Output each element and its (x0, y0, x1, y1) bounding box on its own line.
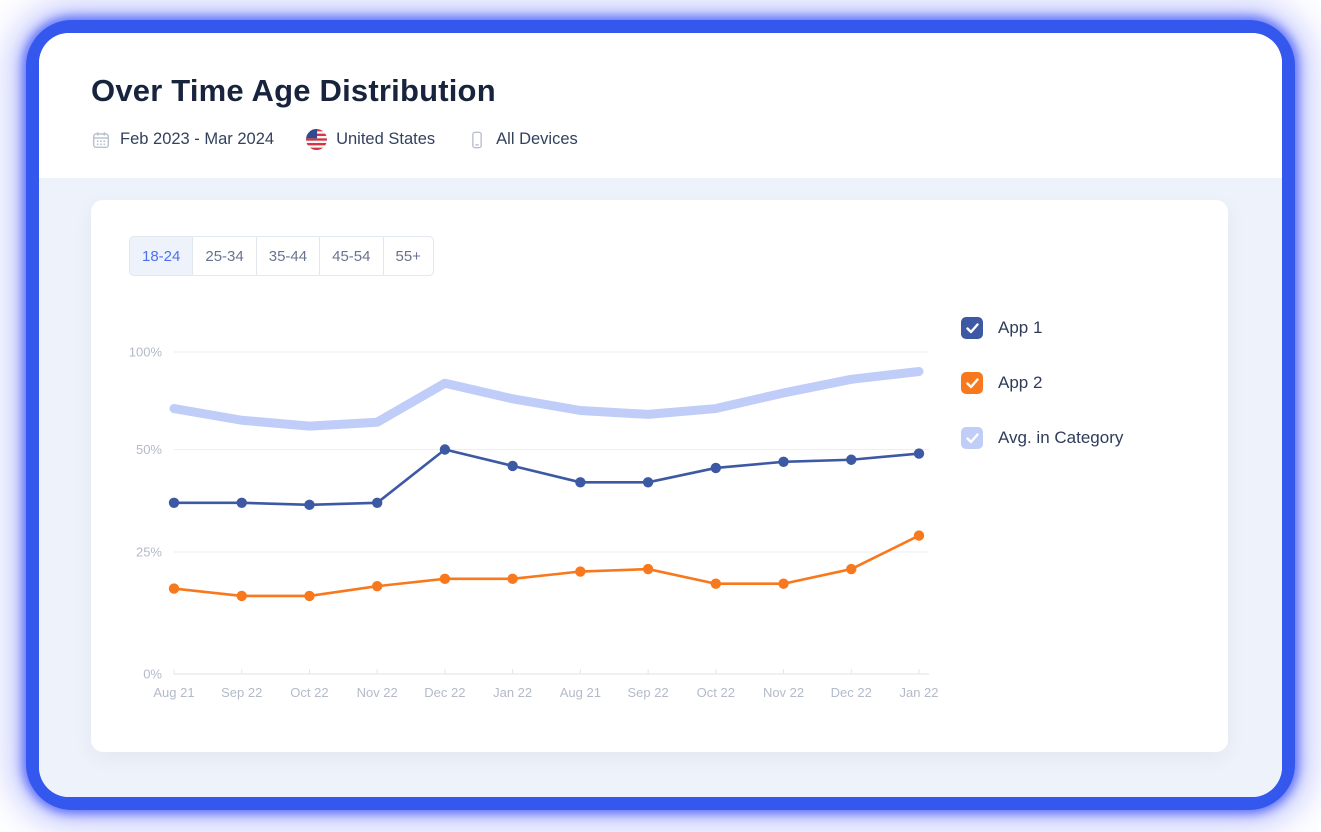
data-point-app-1-5[interactable] (507, 460, 518, 472)
checkbox-app1[interactable] (961, 317, 983, 339)
legend-item-app2[interactable]: App 2 (961, 372, 1123, 394)
data-point-app-2-6[interactable] (575, 566, 586, 577)
x-tick-label: Aug 21 (560, 685, 601, 700)
x-tick-label: Jan 22 (493, 685, 532, 700)
data-point-app-2-3[interactable] (371, 580, 383, 592)
y-tick-label: 0% (143, 667, 162, 682)
chart-legend: App 1 App 2 Avg. in Category (961, 317, 1123, 449)
x-tick-label: Dec 22 (831, 685, 872, 700)
data-point-app-1-0[interactable] (168, 497, 180, 508)
legend-item-app1[interactable]: App 1 (961, 317, 1123, 339)
series-line-app-2 (172, 534, 921, 598)
x-tick-label: Sep 22 (221, 685, 262, 700)
x-tick-label: Nov 22 (763, 685, 804, 700)
x-tick-label: Nov 22 (357, 685, 398, 700)
y-tick-label: 25% (136, 545, 162, 560)
y-tick-label: 100% (129, 345, 163, 360)
check-icon (965, 322, 979, 333)
legend-label-app2: App 2 (998, 373, 1043, 392)
mobile-device-icon (472, 131, 483, 148)
checkbox-avg[interactable] (961, 427, 983, 449)
data-point-app-1-10[interactable] (846, 454, 857, 465)
header: Over Time Age Distribution (39, 33, 1282, 178)
data-point-app-2-5[interactable] (507, 573, 518, 585)
country-filter: United States (306, 129, 435, 150)
x-tick-label: Sep 22 (627, 685, 668, 700)
filters-row: Feb 2023 - Mar 2024 (91, 129, 578, 150)
date-range-label: Feb 2023 - Mar 2024 (120, 130, 275, 148)
series-line-app-1 (172, 448, 921, 507)
chart-card: 18-24 25-34 35-44 45-54 55+ 0% 25% 50% 100%… (91, 200, 1228, 752)
data-point-app-2-10[interactable] (846, 563, 857, 575)
age-group-tabs: 18-24 25-34 35-44 45-54 55+ (129, 236, 434, 276)
legend-label-avg: Avg. in Category (998, 428, 1124, 447)
legend-label-app1: App 1 (998, 318, 1043, 337)
data-point-app-2-1[interactable] (236, 590, 247, 602)
us-flag-icon (306, 129, 328, 150)
check-icon (965, 432, 979, 443)
date-range-filter: Feb 2023 - Mar 2024 (91, 130, 274, 150)
country-label: United States (336, 130, 436, 148)
data-point-app-2-9[interactable] (778, 578, 789, 589)
legend-item-avg[interactable]: Avg. in Category (961, 427, 1123, 449)
report-card: Over Time Age Distribution (39, 33, 1282, 797)
y-tick-label: 50% (136, 442, 162, 457)
data-point-app-1-11[interactable] (913, 448, 925, 459)
x-tick-label: Aug 21 (153, 685, 194, 700)
tab-25-34[interactable]: 25-34 (192, 236, 257, 276)
tab-55-plus[interactable]: 55+ (382, 236, 434, 276)
data-point-app-1-2[interactable] (304, 499, 315, 511)
x-tick-label: Oct 22 (697, 685, 735, 700)
x-tick-label: Jan 22 (899, 685, 938, 700)
data-point-app-1-4[interactable] (439, 444, 451, 455)
data-point-app-1-8[interactable] (710, 462, 722, 474)
page-title: Over Time Age Distribution (91, 73, 496, 108)
data-point-app-2-4[interactable] (439, 573, 451, 585)
content-panel: 18-24 25-34 35-44 45-54 55+ 0% 25% 50% 100%… (39, 178, 1282, 797)
check-icon (965, 377, 979, 388)
calendar-icon (92, 131, 110, 148)
data-point-app-2-11[interactable] (913, 530, 925, 541)
series-line-avg-in-category (169, 367, 924, 431)
device-filter: All Devices (467, 130, 578, 150)
data-point-app-1-1[interactable] (236, 497, 247, 508)
data-point-app-1-9[interactable] (778, 456, 789, 467)
data-point-app-2-8[interactable] (710, 578, 722, 589)
data-point-app-1-6[interactable] (575, 477, 586, 488)
data-point-app-1-3[interactable] (371, 497, 383, 508)
window-frame: Over Time Age Distribution (26, 20, 1295, 810)
x-tick-label: Dec 22 (424, 685, 465, 700)
data-point-app-2-0[interactable] (168, 583, 180, 594)
data-point-app-2-7[interactable] (642, 563, 654, 575)
checkbox-app2[interactable] (961, 372, 983, 394)
data-point-app-2-2[interactable] (304, 590, 315, 602)
line-chart: 0% 25% 50% 100% Aug 21 Sep 22 Oct 22 Nov 22 Dec … (129, 345, 939, 701)
devices-label: All Devices (496, 130, 578, 148)
x-tick-label: Oct 22 (290, 685, 328, 700)
data-point-app-1-7[interactable] (642, 477, 654, 488)
